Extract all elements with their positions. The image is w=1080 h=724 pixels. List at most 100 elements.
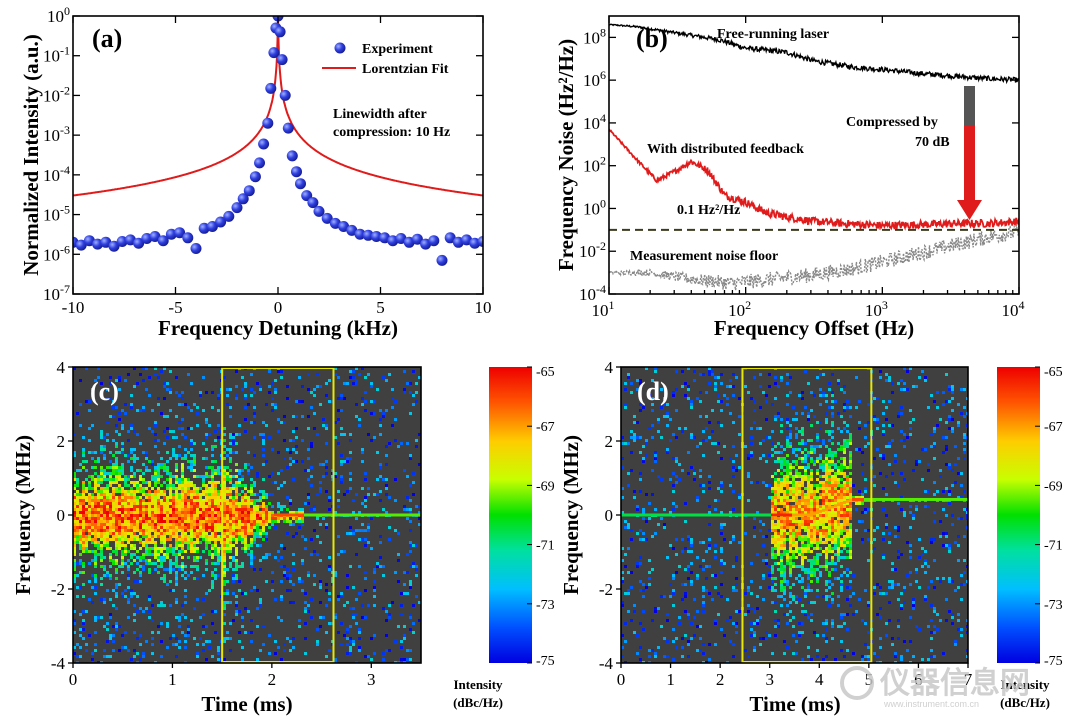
spectrogram-cell: [76, 541, 79, 544]
spectrogram-cell: [340, 478, 343, 481]
spectrogram-cell: [816, 595, 819, 598]
spectrogram-cell: [774, 499, 777, 502]
spectrogram-cell: [184, 640, 187, 643]
spectrogram-cell: [409, 544, 412, 547]
spectrogram-cell: [774, 484, 777, 487]
spectrogram-cell: [810, 544, 813, 547]
spectrogram-cell: [771, 448, 774, 451]
spectrogram-cell: [412, 394, 415, 397]
spectrogram-cell: [223, 466, 226, 469]
spectrogram-cell: [82, 532, 85, 535]
spectrogram-cell: [813, 547, 816, 550]
spectrogram-cell: [412, 565, 415, 568]
spectrogram-cell: [627, 373, 630, 376]
spectrogram-cell: [208, 520, 211, 523]
spectrogram-cell: [822, 622, 825, 625]
spectrogram-cell: [145, 466, 148, 469]
carrier-line: [298, 513, 301, 517]
spectrogram-cell: [843, 472, 846, 475]
spectrogram-cell: [810, 472, 813, 475]
spectrogram-cell: [834, 658, 837, 661]
spectrogram-cell: [181, 469, 184, 472]
spectrogram-cell: [133, 457, 136, 460]
spectrogram-cell: [801, 433, 804, 436]
spectrogram-cell: [136, 637, 139, 640]
spectrogram-cell: [190, 514, 193, 517]
spectrogram-cell: [76, 661, 79, 663]
spectrogram-cell: [822, 523, 825, 526]
spectrogram-cell: [651, 493, 654, 496]
spectrogram-cell: [759, 529, 762, 532]
spectrogram-cell: [190, 439, 193, 442]
spectrogram-cell: [358, 646, 361, 649]
spectrogram-cell: [777, 385, 780, 388]
spectrogram-cell: [88, 496, 91, 499]
spectrogram-cell: [121, 559, 124, 562]
spectrogram-cell: [109, 496, 112, 499]
spectrogram-cell: [777, 469, 780, 472]
spectrogram-cell: [211, 391, 214, 394]
spectrogram-cell: [762, 454, 765, 457]
spectrogram-cell: [801, 622, 804, 625]
spectrogram-cell: [112, 523, 115, 526]
carrier-line: [840, 502, 843, 506]
spectrogram-cell: [79, 520, 82, 523]
spectrogram-cell: [229, 637, 232, 640]
spectrogram-cell: [786, 466, 789, 469]
spectrogram-cell: [142, 487, 145, 490]
spectrogram-cell: [349, 640, 352, 643]
spectrogram-cell: [843, 445, 846, 448]
spectrogram-cell: [373, 580, 376, 583]
spectrogram-cell: [208, 505, 211, 508]
spectrogram-cell: [265, 508, 268, 511]
spectrogram-cell: [157, 487, 160, 490]
spectrogram-cell: [211, 520, 214, 523]
spectrogram-cell: [840, 448, 843, 451]
spectrogram-cell: [103, 514, 106, 517]
spectrogram-cell: [85, 649, 88, 652]
spectrogram-cell: [801, 562, 804, 565]
spectrogram-cell: [106, 505, 109, 508]
spectrogram-cell: [271, 403, 274, 406]
spectrogram-cell: [232, 526, 235, 529]
spectrogram-cell: [774, 460, 777, 463]
spectrogram-cell: [130, 535, 133, 538]
spectrogram-cell: [313, 583, 316, 586]
spectrogram-cell: [819, 463, 822, 466]
spectrogram-cell: [648, 661, 651, 663]
spectrogram-cell: [250, 589, 253, 592]
spectrogram-cell: [100, 538, 103, 541]
spectrogram-cell: [256, 472, 259, 475]
spectrogram-cell: [151, 523, 154, 526]
spectrogram-cell: [409, 412, 412, 415]
spectrogram-cell: [843, 493, 846, 496]
spectrogram-cell: [211, 448, 214, 451]
spectrogram-cell: [85, 505, 88, 508]
spectrogram-cell: [76, 538, 79, 541]
spectrogram-cell: [142, 514, 145, 517]
spectrogram-cell: [166, 415, 169, 418]
spectrogram-cell: [169, 496, 172, 499]
spectrogram-cell: [100, 499, 103, 502]
spectrogram-cell: [804, 511, 807, 514]
spectrogram-cell: [160, 523, 163, 526]
spectrogram-cell: [822, 469, 825, 472]
spectrogram-cell: [346, 628, 349, 631]
spectrogram-cell: [831, 424, 834, 427]
spectrogram-cell: [379, 475, 382, 478]
spectrogram-cell: [259, 511, 262, 514]
spectrogram-cell: [286, 397, 289, 400]
spectrogram-cell: [663, 508, 666, 511]
spectrogram-cell: [810, 478, 813, 481]
spectrogram-cell: [349, 649, 352, 652]
spectrogram-cell: [801, 577, 804, 580]
spectrogram-cell: [148, 526, 151, 529]
spectrogram-cell: [181, 538, 184, 541]
spectrogram-cell: [789, 592, 792, 595]
spectrogram-cell: [801, 568, 804, 571]
spectrogram-cell: [160, 622, 163, 625]
spectrogram-cell: [831, 487, 834, 490]
spectrogram-cell: [256, 382, 259, 385]
spectrogram-cell: [286, 532, 289, 535]
spectrogram-cell: [223, 505, 226, 508]
